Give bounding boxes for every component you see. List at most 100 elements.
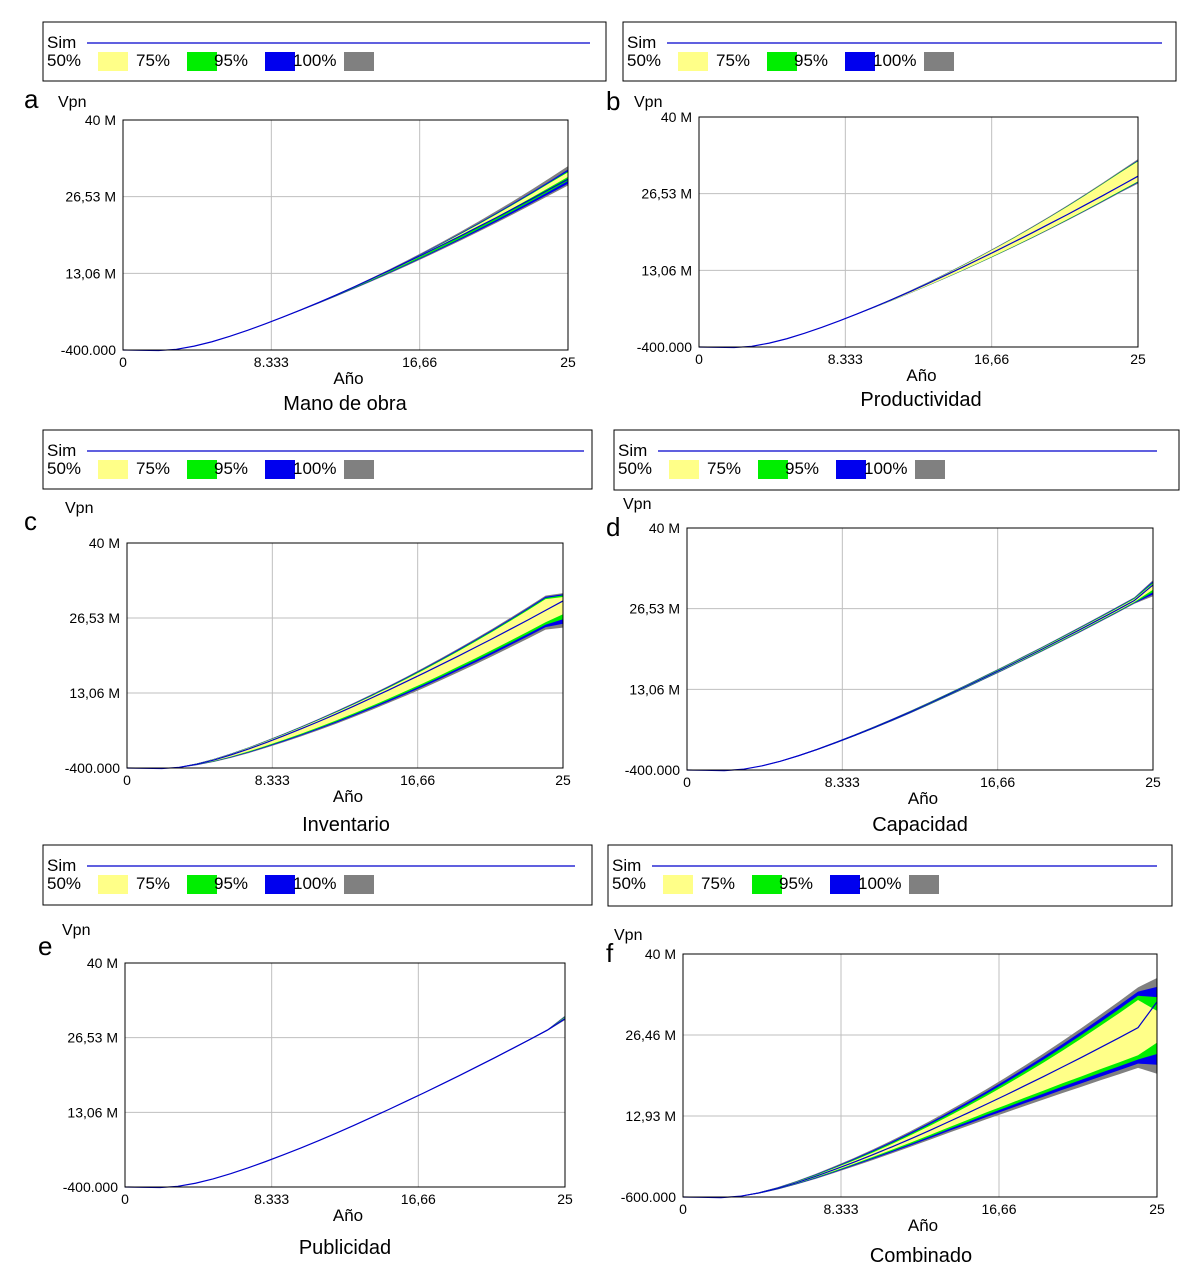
plot-frame bbox=[122, 119, 569, 351]
sim-line bbox=[126, 600, 564, 770]
y-tick-label: 40 M bbox=[87, 955, 118, 971]
legend-swatch-50 bbox=[669, 460, 699, 479]
plot-background bbox=[123, 120, 568, 350]
y-tick-label: 12,93 M bbox=[625, 1108, 676, 1124]
x-tick-label: 16,66 bbox=[980, 774, 1015, 790]
y-axis-label: Vpn bbox=[65, 500, 93, 517]
chart-title: Mano de obra bbox=[283, 393, 407, 415]
sim-line bbox=[698, 175, 1139, 349]
y-tick-label: 26,53 M bbox=[65, 189, 116, 205]
panel-letter: a bbox=[24, 84, 39, 114]
x-tick-label: 0 bbox=[123, 772, 131, 788]
legend-swatch-50 bbox=[663, 875, 693, 894]
x-tick-label: 25 bbox=[557, 1191, 573, 1207]
gridlines bbox=[125, 963, 565, 1187]
band-75 bbox=[683, 995, 1157, 1198]
x-tick-label: 16,66 bbox=[974, 351, 1009, 367]
plot-background bbox=[127, 543, 563, 768]
plot-frame bbox=[126, 542, 564, 769]
legend-swatch-100 bbox=[924, 52, 954, 71]
sim-line bbox=[686, 584, 1154, 772]
y-tick-label: 13,06 M bbox=[641, 262, 692, 278]
legend-band-label-95: 95% bbox=[779, 874, 813, 893]
legend-band-label-50: 50% bbox=[612, 874, 646, 893]
y-axis-label: Vpn bbox=[58, 94, 86, 111]
gridlines bbox=[123, 120, 568, 350]
x-tick-label: 0 bbox=[119, 354, 127, 370]
y-tick-label: 40 M bbox=[645, 946, 676, 962]
sim-line bbox=[124, 1017, 566, 1189]
y-tick-label: 40 M bbox=[649, 520, 680, 536]
y-tick-label: -600.000 bbox=[621, 1189, 676, 1205]
plot-frame bbox=[124, 962, 566, 1188]
chart-title: Capacidad bbox=[872, 814, 968, 836]
x-tick-label: 25 bbox=[1149, 1201, 1165, 1217]
y-tick-label: 26,53 M bbox=[641, 186, 692, 202]
legend-swatch-95 bbox=[265, 460, 295, 479]
legend-swatch-50 bbox=[98, 52, 128, 71]
plot-frame bbox=[682, 953, 1158, 1198]
legend-band-label-50: 50% bbox=[47, 874, 81, 893]
legend-swatch-100 bbox=[909, 875, 939, 894]
x-tick-label: 8.333 bbox=[254, 1191, 289, 1207]
panel-letter: c bbox=[24, 506, 37, 536]
legend-band-label-50: 50% bbox=[618, 459, 652, 478]
x-axis-label: Año bbox=[333, 787, 363, 806]
x-axis-label: Año bbox=[908, 1216, 938, 1235]
band-50 bbox=[683, 999, 1157, 1198]
chart-title: Productividad bbox=[860, 389, 981, 411]
plot-frame bbox=[686, 527, 1154, 771]
legend-swatch-50 bbox=[678, 52, 708, 71]
legend-sim-label: Sim bbox=[47, 441, 76, 460]
legend-swatch-75 bbox=[752, 875, 782, 894]
gridlines bbox=[699, 117, 1138, 347]
legend-band-label-75: 75% bbox=[136, 874, 170, 893]
legend-band-label-100: 100% bbox=[858, 874, 901, 893]
confidence-bands bbox=[683, 977, 1157, 1198]
x-axis-label: Año bbox=[333, 369, 363, 388]
legend-sim-label: Sim bbox=[47, 856, 76, 875]
x-tick-label: 8.333 bbox=[255, 772, 290, 788]
legend-sim-label: Sim bbox=[47, 33, 76, 52]
gridlines bbox=[687, 528, 1153, 770]
x-axis-label: Año bbox=[333, 1206, 363, 1225]
legend-band-label-95: 95% bbox=[214, 51, 248, 70]
y-axis-label: Vpn bbox=[614, 927, 642, 944]
x-tick-label: 16,66 bbox=[402, 354, 437, 370]
sim-line bbox=[682, 1001, 1158, 1199]
legend-band-label-95: 95% bbox=[214, 459, 248, 478]
x-tick-label: 16,66 bbox=[400, 772, 435, 788]
legend-band-label-75: 75% bbox=[136, 51, 170, 70]
x-axis-label: Año bbox=[906, 366, 936, 385]
x-tick-label: 0 bbox=[683, 774, 691, 790]
legend-band-label-50: 50% bbox=[47, 51, 81, 70]
legend-sim-label: Sim bbox=[612, 856, 641, 875]
x-tick-label: 25 bbox=[1145, 774, 1161, 790]
legend-band-label-50: 50% bbox=[627, 51, 661, 70]
legend-frame bbox=[613, 429, 1180, 491]
x-axis-label: Año bbox=[908, 789, 938, 808]
legend-band-label-75: 75% bbox=[716, 51, 750, 70]
y-axis-label: Vpn bbox=[62, 922, 90, 939]
y-axis-label: Vpn bbox=[623, 496, 651, 513]
legend-band-label-95: 95% bbox=[785, 459, 819, 478]
y-axis-label: Vpn bbox=[634, 94, 662, 111]
y-tick-label: -400.000 bbox=[65, 760, 120, 776]
legend-band-label-75: 75% bbox=[707, 459, 741, 478]
legend-band-label-95: 95% bbox=[794, 51, 828, 70]
x-tick-label: 16,66 bbox=[981, 1201, 1016, 1217]
y-tick-label: 26,53 M bbox=[67, 1030, 118, 1046]
y-tick-label: 13,06 M bbox=[629, 681, 680, 697]
y-tick-label: 40 M bbox=[85, 112, 116, 128]
legend-swatch-100 bbox=[344, 875, 374, 894]
